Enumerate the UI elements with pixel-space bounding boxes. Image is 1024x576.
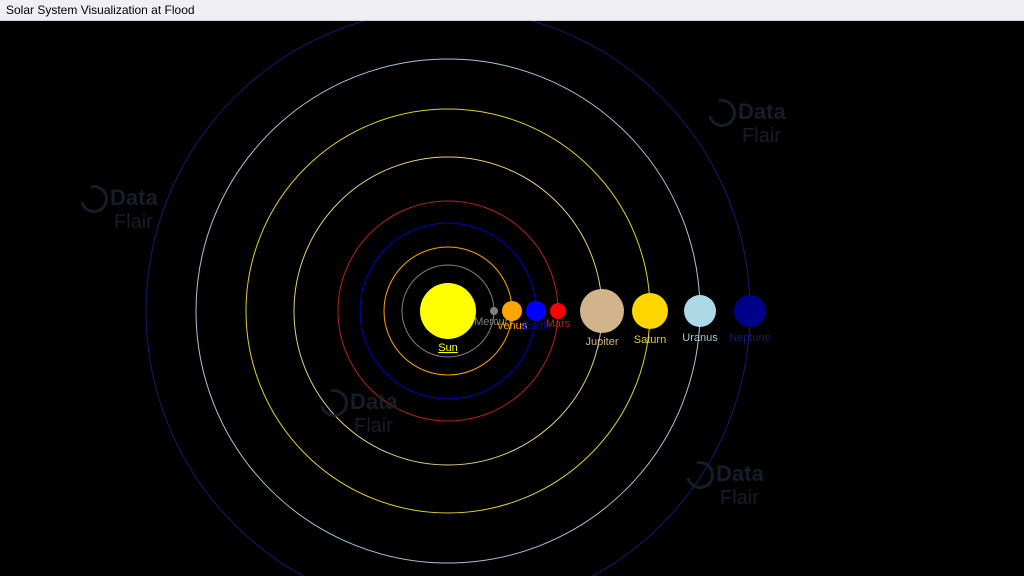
sun [420, 283, 476, 339]
sun-label: Sun [438, 342, 458, 354]
planet-earth [526, 301, 546, 321]
planet-mars [550, 303, 566, 319]
planet-jupiter [580, 289, 624, 333]
planet-venus [502, 301, 522, 321]
window-titlebar: Solar System Visualization at Flood [0, 0, 1024, 21]
solar-system-canvas: SunMercuryVenusEarthMarsJupiterSaturnUra… [0, 21, 1024, 576]
planet-label-uranus: Uranus [682, 332, 718, 344]
planet-label-neptune: Neptune [729, 332, 771, 344]
planet-label-saturn: Saturn [634, 334, 666, 346]
planet-neptune [734, 295, 766, 327]
planet-label-jupiter: Jupiter [585, 336, 618, 348]
planet-uranus [684, 295, 716, 327]
planet-mercury [490, 307, 498, 315]
planet-label-mars: Mars [546, 318, 571, 330]
window-title: Solar System Visualization at Flood [6, 3, 195, 17]
planet-saturn [632, 293, 668, 329]
solar-system-svg: SunMercuryVenusEarthMarsJupiterSaturnUra… [0, 21, 1024, 576]
